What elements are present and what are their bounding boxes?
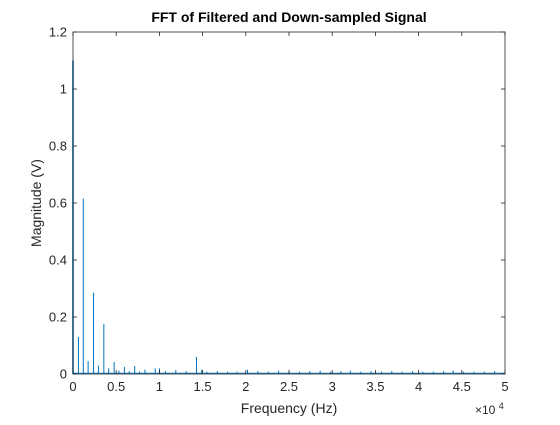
x-tick-label-4: 2	[242, 379, 249, 394]
y-tick-label-6: 1.2	[49, 25, 67, 40]
chart-title: FFT of Filtered and Down-sampled Signal	[151, 9, 426, 25]
y-tick-label-1: 0.2	[49, 310, 67, 325]
y-tick-label-2: 0.4	[49, 253, 67, 268]
x-axis-exponent-label: ×10 4	[475, 401, 504, 417]
y-tick-label-4: 0.8	[49, 139, 67, 154]
y-tick-label-3: 0.6	[49, 196, 67, 211]
x-tick-label-6: 3	[329, 379, 336, 394]
x-axis-exponent-base: ×10	[475, 403, 496, 417]
plot-area	[73, 32, 505, 374]
axes-background	[73, 32, 505, 374]
x-tick-label-0: 0	[69, 379, 76, 394]
x-tick-label-8: 4	[415, 379, 422, 394]
x-tick-label-3: 1.5	[194, 379, 212, 394]
x-tick-label-7: 3.5	[366, 379, 384, 394]
x-axis-exponent-power: 4	[499, 401, 504, 411]
y-axis-title: Magnitude (V)	[28, 159, 44, 247]
y-tick-label-5: 1	[60, 82, 67, 97]
x-tick-label-10: 5	[501, 379, 508, 394]
x-tick-label-1: 0.5	[107, 379, 125, 394]
x-tick-label-9: 4.5	[453, 379, 471, 394]
y-tick-label-0: 0	[60, 367, 67, 382]
x-tick-label-5: 2.5	[280, 379, 298, 394]
x-axis-title: Frequency (Hz)	[241, 400, 337, 416]
x-tick-label-2: 1	[156, 379, 163, 394]
